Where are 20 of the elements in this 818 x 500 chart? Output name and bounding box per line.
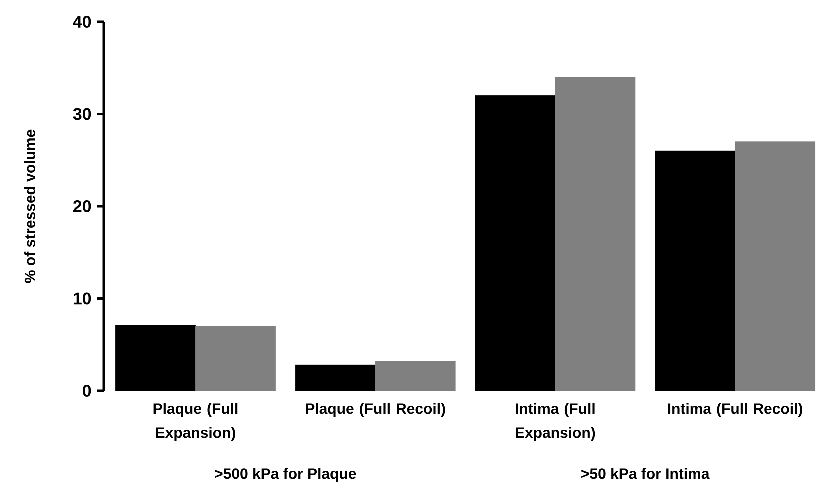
x-tick-label: Intima (Full Recoil) (668, 403, 802, 418)
x-tick-label: Intima (Full Expansion) (516, 403, 596, 442)
bar (295, 364, 376, 392)
y-tick-label: 20 (73, 200, 92, 213)
x-tick-label: Plaque (Full Expansion) (154, 403, 238, 442)
text: >50 kPa for Intima (582, 468, 710, 480)
bar (555, 77, 636, 392)
bar (375, 361, 456, 392)
text: >500 kPa for Plaque (215, 468, 356, 482)
y-tick-label: 0 (83, 384, 92, 398)
bar (735, 142, 816, 392)
bar (655, 150, 736, 392)
y-tick-label: 10 (74, 292, 92, 305)
y-tick-label: 30 (73, 108, 92, 120)
bar (116, 325, 196, 392)
y-axis-title: % of stressed volume (24, 130, 36, 284)
bar (196, 326, 276, 392)
x-tick-label: Plaque (Full Recoil) (306, 403, 446, 418)
bar (475, 96, 556, 392)
y-tick-label: 40 (73, 16, 92, 28)
